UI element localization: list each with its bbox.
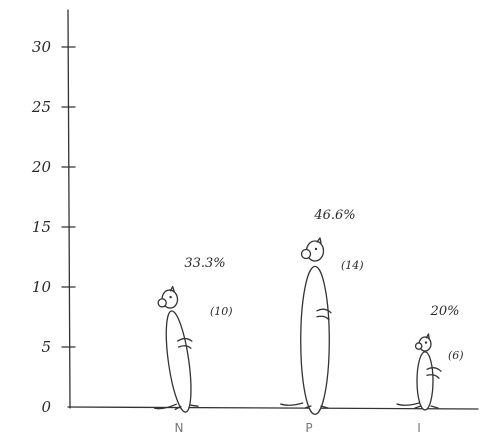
mouse-body (416, 351, 434, 411)
mouse-eye (314, 247, 318, 251)
mouse-eye (424, 341, 428, 344)
mouse-body (165, 310, 192, 413)
mouse-feet (174, 404, 199, 411)
x-axis-line (67, 406, 479, 410)
percent-label: 20% (430, 304, 460, 319)
y-tick-label: 30 (32, 38, 52, 56)
mouse-tail (154, 403, 177, 410)
category-label: P (305, 421, 312, 435)
mouse-snout (316, 237, 322, 244)
mouse-figure-i: 20% (6) I (396, 304, 464, 435)
mouse-paws (426, 367, 442, 379)
y-axis-line (67, 9, 71, 409)
mouse-body-group (154, 285, 199, 413)
mouse-ear (157, 298, 167, 308)
percent-label: 33.3% (184, 256, 225, 271)
y-tick-label: 15 (32, 218, 51, 236)
y-tick-label: 10 (32, 278, 52, 296)
mouse-paws (316, 308, 332, 321)
mouse-snout (169, 285, 175, 292)
percent-label: 46.6% (313, 208, 355, 223)
y-tick-label: 0 (41, 398, 51, 416)
category-label: I (417, 421, 421, 435)
mouse-paws (177, 337, 193, 349)
count-label: (10) (210, 305, 233, 318)
mouse-body-group (280, 237, 332, 416)
count-label: (6) (448, 349, 464, 362)
y-tick-label: 25 (31, 98, 51, 116)
mouse-feet (304, 405, 329, 409)
mouse-eye (169, 295, 172, 299)
mouse-tail (396, 402, 420, 406)
mouse-body (300, 265, 330, 416)
mouse-ear (414, 342, 423, 350)
category-label: N (175, 421, 184, 435)
count-label: (14) (341, 259, 364, 272)
y-tick-label: 5 (41, 338, 51, 356)
mouse-snout (425, 333, 430, 340)
mouse-figure-p: 46.6% (14) P (280, 208, 364, 435)
y-tick-label: 20 (31, 158, 52, 176)
mouse-feet (414, 405, 439, 409)
mouse-ear (300, 248, 312, 260)
mouse-figure-n: 33.3% (10) N (154, 256, 233, 435)
mouse-body-group (396, 333, 442, 411)
mouse-tail (280, 402, 304, 406)
